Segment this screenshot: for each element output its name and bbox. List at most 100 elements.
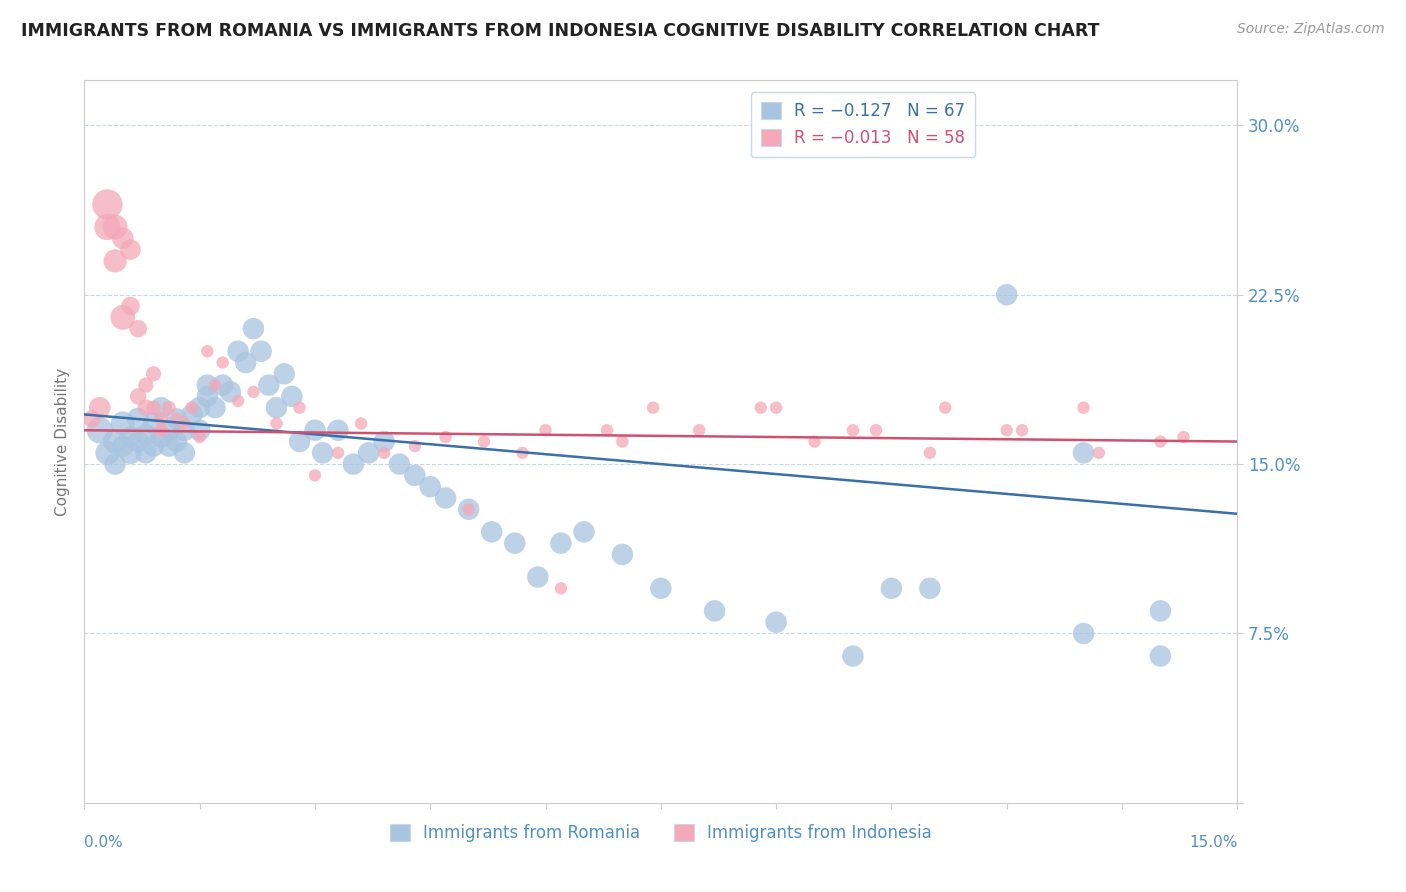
Point: [181, 408, 204, 422]
Point: [918, 582, 941, 596]
Point: [1073, 626, 1095, 640]
Point: [404, 468, 426, 483]
Point: [142, 401, 165, 415]
Point: [512, 446, 534, 460]
Point: [188, 423, 211, 437]
Point: [419, 480, 441, 494]
Point: [142, 417, 165, 431]
Point: [481, 524, 503, 539]
Point: [688, 423, 710, 437]
Point: [326, 423, 349, 437]
Point: [173, 417, 195, 431]
Point: [135, 446, 157, 460]
Point: [242, 384, 264, 399]
Point: [266, 401, 288, 415]
Point: [288, 434, 311, 449]
Point: [127, 412, 149, 426]
Point: [404, 439, 426, 453]
Point: [157, 401, 180, 415]
Point: [288, 401, 311, 415]
Point: [503, 536, 526, 550]
Point: [120, 446, 142, 460]
Point: [373, 446, 395, 460]
Point: [135, 427, 157, 442]
Point: [643, 401, 665, 415]
Point: [550, 536, 572, 550]
Point: [703, 604, 725, 618]
Point: [188, 401, 211, 415]
Point: [150, 412, 173, 426]
Point: [96, 197, 118, 211]
Point: [457, 502, 479, 516]
Point: [104, 220, 127, 235]
Point: [304, 468, 326, 483]
Point: [150, 423, 173, 437]
Point: [89, 401, 111, 415]
Point: [918, 446, 941, 460]
Point: [80, 412, 103, 426]
Point: [266, 417, 288, 431]
Point: [650, 582, 672, 596]
Point: [111, 439, 134, 453]
Point: [204, 401, 226, 415]
Point: [242, 321, 264, 335]
Point: [120, 243, 142, 257]
Point: [612, 434, 634, 449]
Point: [127, 434, 149, 449]
Text: IMMIGRANTS FROM ROMANIA VS IMMIGRANTS FROM INDONESIA COGNITIVE DISABILITY CORREL: IMMIGRANTS FROM ROMANIA VS IMMIGRANTS FR…: [21, 22, 1099, 40]
Point: [211, 378, 233, 392]
Text: 15.0%: 15.0%: [1189, 835, 1237, 850]
Point: [1073, 446, 1095, 460]
Point: [226, 393, 249, 408]
Point: [135, 401, 157, 415]
Point: [166, 434, 188, 449]
Point: [612, 548, 634, 562]
Point: [803, 434, 825, 449]
Point: [357, 446, 380, 460]
Point: [211, 355, 233, 369]
Point: [166, 412, 188, 426]
Point: [195, 378, 218, 392]
Point: [527, 570, 550, 584]
Point: [326, 446, 349, 460]
Point: [434, 430, 457, 444]
Point: [226, 344, 249, 359]
Text: Source: ZipAtlas.com: Source: ZipAtlas.com: [1237, 22, 1385, 37]
Point: [749, 401, 772, 415]
Point: [111, 231, 134, 245]
Point: [1149, 648, 1171, 663]
Point: [1011, 423, 1033, 437]
Point: [1088, 446, 1111, 460]
Point: [127, 321, 149, 335]
Point: [472, 434, 495, 449]
Point: [765, 615, 787, 630]
Legend: Immigrants from Romania, Immigrants from Indonesia: Immigrants from Romania, Immigrants from…: [384, 817, 938, 848]
Point: [120, 299, 142, 313]
Point: [1173, 430, 1195, 444]
Point: [96, 446, 118, 460]
Point: [204, 378, 226, 392]
Point: [120, 430, 142, 444]
Point: [181, 401, 204, 415]
Point: [127, 389, 149, 403]
Point: [111, 310, 134, 325]
Point: [150, 401, 173, 415]
Point: [281, 389, 304, 403]
Point: [142, 367, 165, 381]
Point: [1073, 401, 1095, 415]
Point: [135, 378, 157, 392]
Point: [534, 423, 557, 437]
Point: [842, 423, 865, 437]
Point: [250, 344, 273, 359]
Point: [342, 457, 364, 471]
Point: [1149, 434, 1171, 449]
Y-axis label: Cognitive Disability: Cognitive Disability: [55, 368, 70, 516]
Point: [842, 648, 865, 663]
Point: [273, 367, 295, 381]
Point: [311, 446, 333, 460]
Point: [89, 423, 111, 437]
Point: [373, 434, 395, 449]
Text: 0.0%: 0.0%: [84, 835, 124, 850]
Point: [104, 253, 127, 268]
Point: [219, 384, 242, 399]
